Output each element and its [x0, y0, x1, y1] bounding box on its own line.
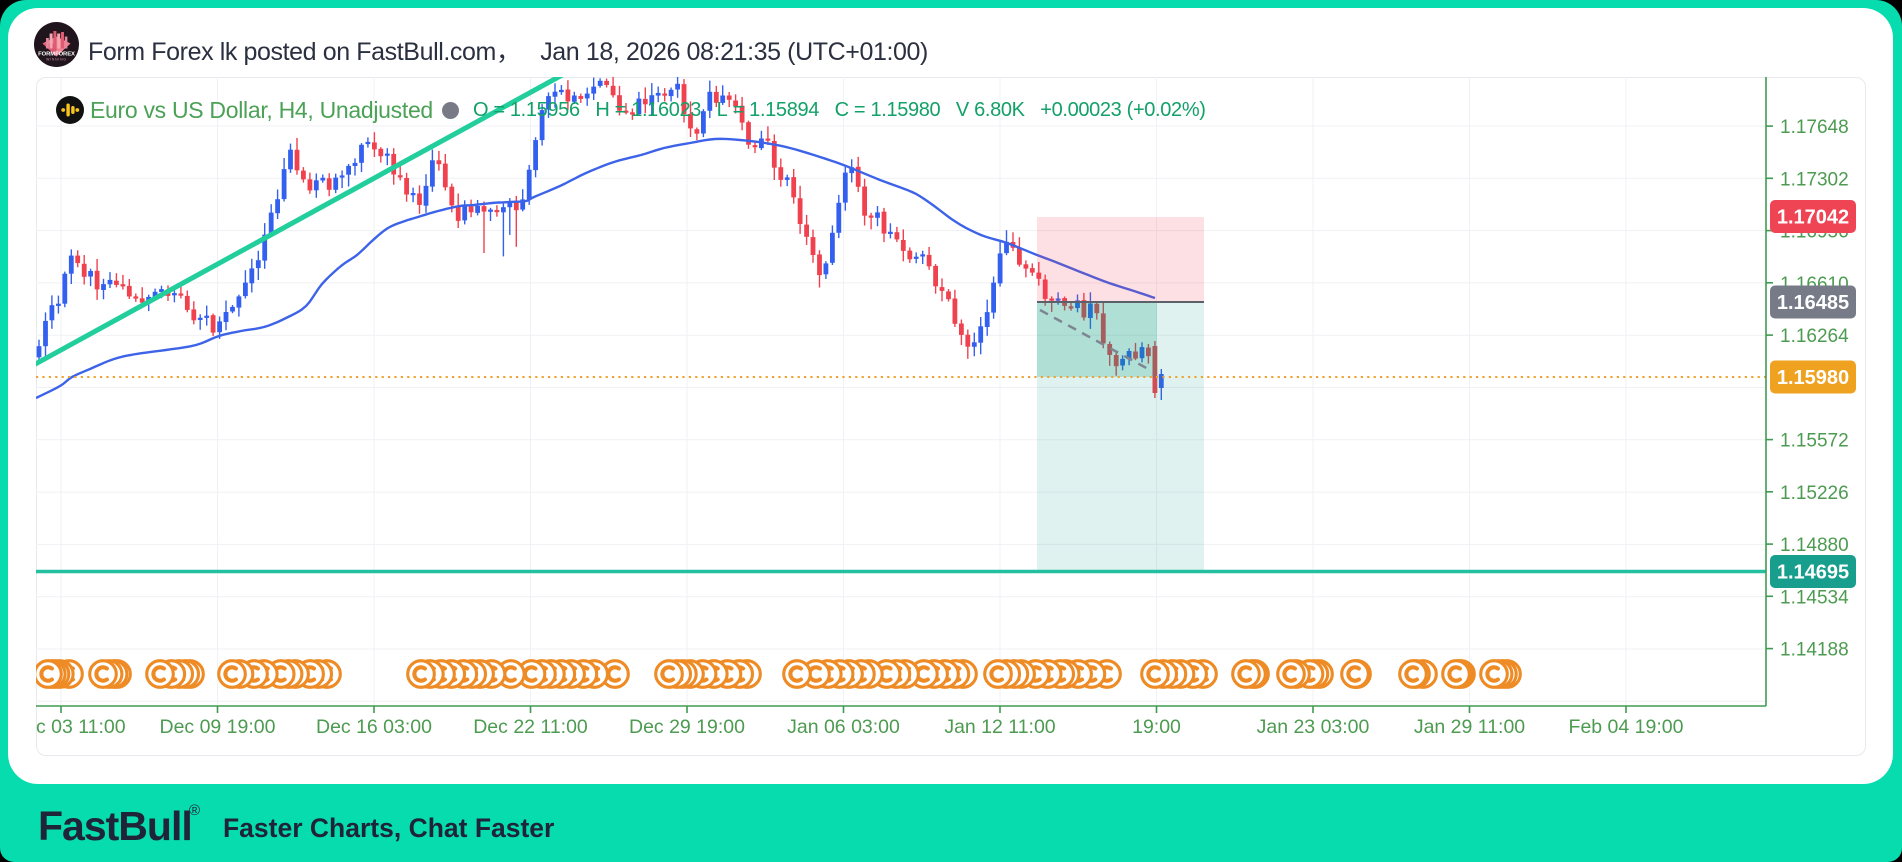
svg-text:1.14880: 1.14880 [1780, 535, 1849, 556]
svg-text:1.16264: 1.16264 [1780, 326, 1849, 347]
svg-text:Feb 04 19:00: Feb 04 19:00 [1569, 716, 1684, 738]
svg-text:Jan 12 11:00: Jan 12 11:00 [944, 716, 1055, 738]
svg-text:1.16485: 1.16485 [1777, 292, 1849, 314]
svg-text:1.17042: 1.17042 [1777, 207, 1849, 229]
svg-text:1.14534: 1.14534 [1780, 587, 1849, 608]
svg-text:Dec 09 19:00: Dec 09 19:00 [159, 716, 275, 738]
svg-text:1.15226: 1.15226 [1780, 483, 1849, 504]
svg-text:1.15572: 1.15572 [1780, 431, 1849, 452]
svg-text:1.14695: 1.14695 [1777, 562, 1849, 584]
svg-text:Dec 16 03:00: Dec 16 03:00 [316, 716, 432, 738]
svg-text:Dec 22 11:00: Dec 22 11:00 [473, 716, 588, 738]
svg-text:Jan 06 03:00: Jan 06 03:00 [787, 716, 900, 738]
svg-text:1.14188: 1.14188 [1780, 640, 1849, 661]
svg-text:Dec 29 19:00: Dec 29 19:00 [629, 716, 745, 738]
svg-text:1.17302: 1.17302 [1780, 169, 1849, 190]
svg-text:c 03 11:00: c 03 11:00 [36, 716, 126, 738]
svg-text:1.15980: 1.15980 [1777, 367, 1849, 389]
svg-text:19:00: 19:00 [1132, 716, 1181, 738]
svg-text:Jan 29 11:00: Jan 29 11:00 [1414, 716, 1525, 738]
svg-text:Jan 23 03:00: Jan 23 03:00 [1257, 716, 1370, 738]
svg-text:WINNING: WINNING [46, 58, 67, 62]
svg-text:FORMFOREX: FORMFOREX [38, 51, 75, 57]
svg-text:1.17648: 1.17648 [1780, 117, 1849, 138]
